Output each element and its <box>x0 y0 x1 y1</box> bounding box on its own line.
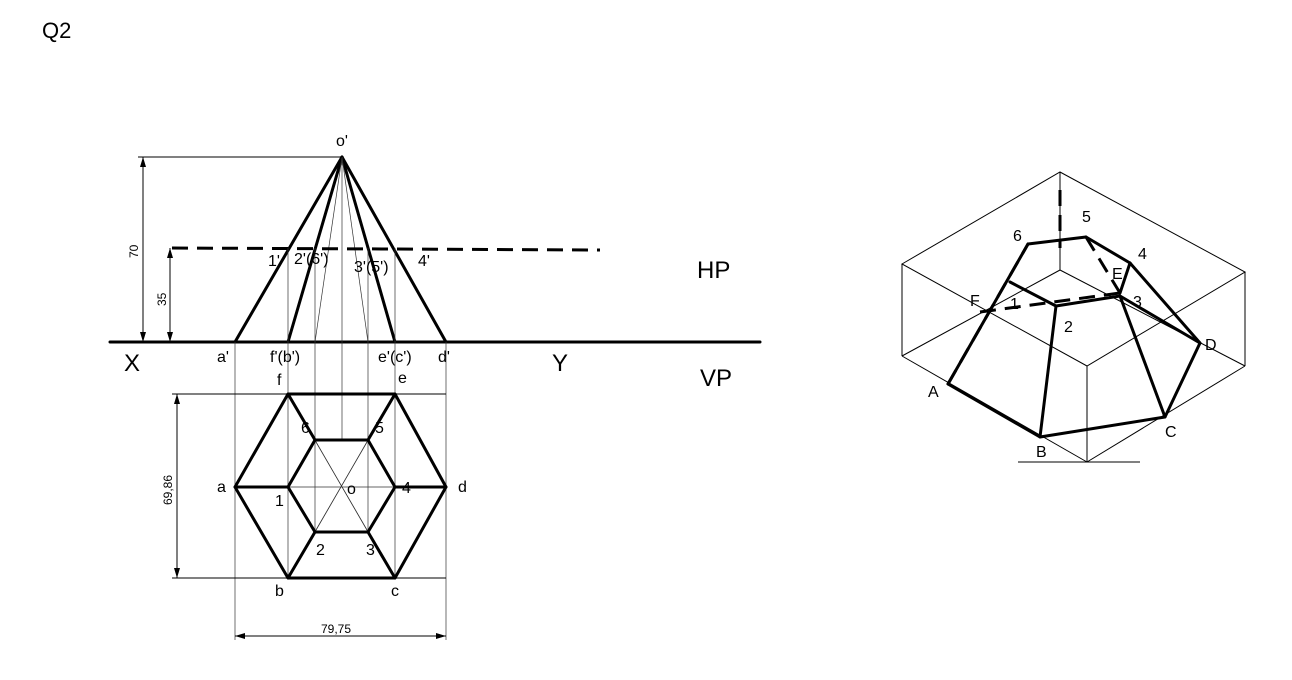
isometric-view: 6 5 4 E F 1 2 3 A B C D <box>900 171 1247 463</box>
top-point-f: f <box>277 372 282 389</box>
front-view: o' 1' 2'(6') 3'(5') 4' a' f'(b') e'(c') … <box>108 133 762 640</box>
cutting-plane <box>171 246 601 252</box>
question-label: Q2 <box>42 18 71 43</box>
top-point-b: b <box>275 583 284 600</box>
top-point-1: 1 <box>275 493 284 510</box>
top-point-2: 2 <box>316 542 325 559</box>
iso-point-2: 2 <box>1064 319 1073 336</box>
height-dimension-text: 70 <box>127 244 141 258</box>
base-point-a: a' <box>217 349 229 366</box>
top-center-o: o <box>347 481 356 498</box>
cut-point-4: 4' <box>418 253 430 270</box>
iso-point-b: B <box>1036 444 1047 461</box>
iso-point-6: 6 <box>1013 228 1022 245</box>
top-point-d: d <box>458 479 467 496</box>
width-dimension-text: 79,75 <box>321 622 351 636</box>
iso-point-e: E <box>1112 266 1123 283</box>
top-view-dimensions: 69,86 79,75 <box>161 394 446 639</box>
top-point-a: a <box>217 479 226 496</box>
depth-dimension-text: 69,86 <box>161 475 175 505</box>
label-vp: VP <box>700 365 732 392</box>
cut-point-2: 2'(6') <box>294 251 329 268</box>
top-point-c: c <box>391 583 399 600</box>
top-view: f e a d b c 6 5 1 4 2 3 o <box>172 370 467 600</box>
height-dimensions: 70 35 <box>127 156 342 342</box>
iso-point-3: 3 <box>1133 294 1142 311</box>
iso-point-c: C <box>1165 424 1177 441</box>
cut-point-1: 1' <box>268 253 280 270</box>
iso-point-f: F <box>970 293 980 310</box>
base-point-ec: e'(c') <box>378 349 412 366</box>
top-point-3: 3 <box>366 542 375 559</box>
front-edge-c <box>340 155 397 344</box>
label-hp: HP <box>697 257 730 284</box>
iso-point-4: 4 <box>1138 246 1147 263</box>
iso-point-5: 5 <box>1082 209 1091 226</box>
front-edge-d <box>340 155 448 344</box>
iso-point-d: D <box>1205 337 1217 354</box>
cut-point-3: 3'(5') <box>354 259 389 276</box>
iso-point-a: A <box>928 384 939 401</box>
iso-point-1: 1 <box>1010 296 1019 313</box>
cut-height-dimension-text: 35 <box>155 292 169 306</box>
top-point-5: 5 <box>375 420 384 437</box>
base-point-fb: f'(b') <box>270 349 300 366</box>
front-edge-a <box>233 155 344 344</box>
apex-label: o' <box>336 133 348 150</box>
top-point-e: e <box>398 370 407 387</box>
label-x: X <box>124 350 140 377</box>
label-y: Y <box>552 350 568 377</box>
top-point-6: 6 <box>301 420 310 437</box>
base-point-d: d' <box>438 349 450 366</box>
top-point-4: 4 <box>402 480 411 497</box>
